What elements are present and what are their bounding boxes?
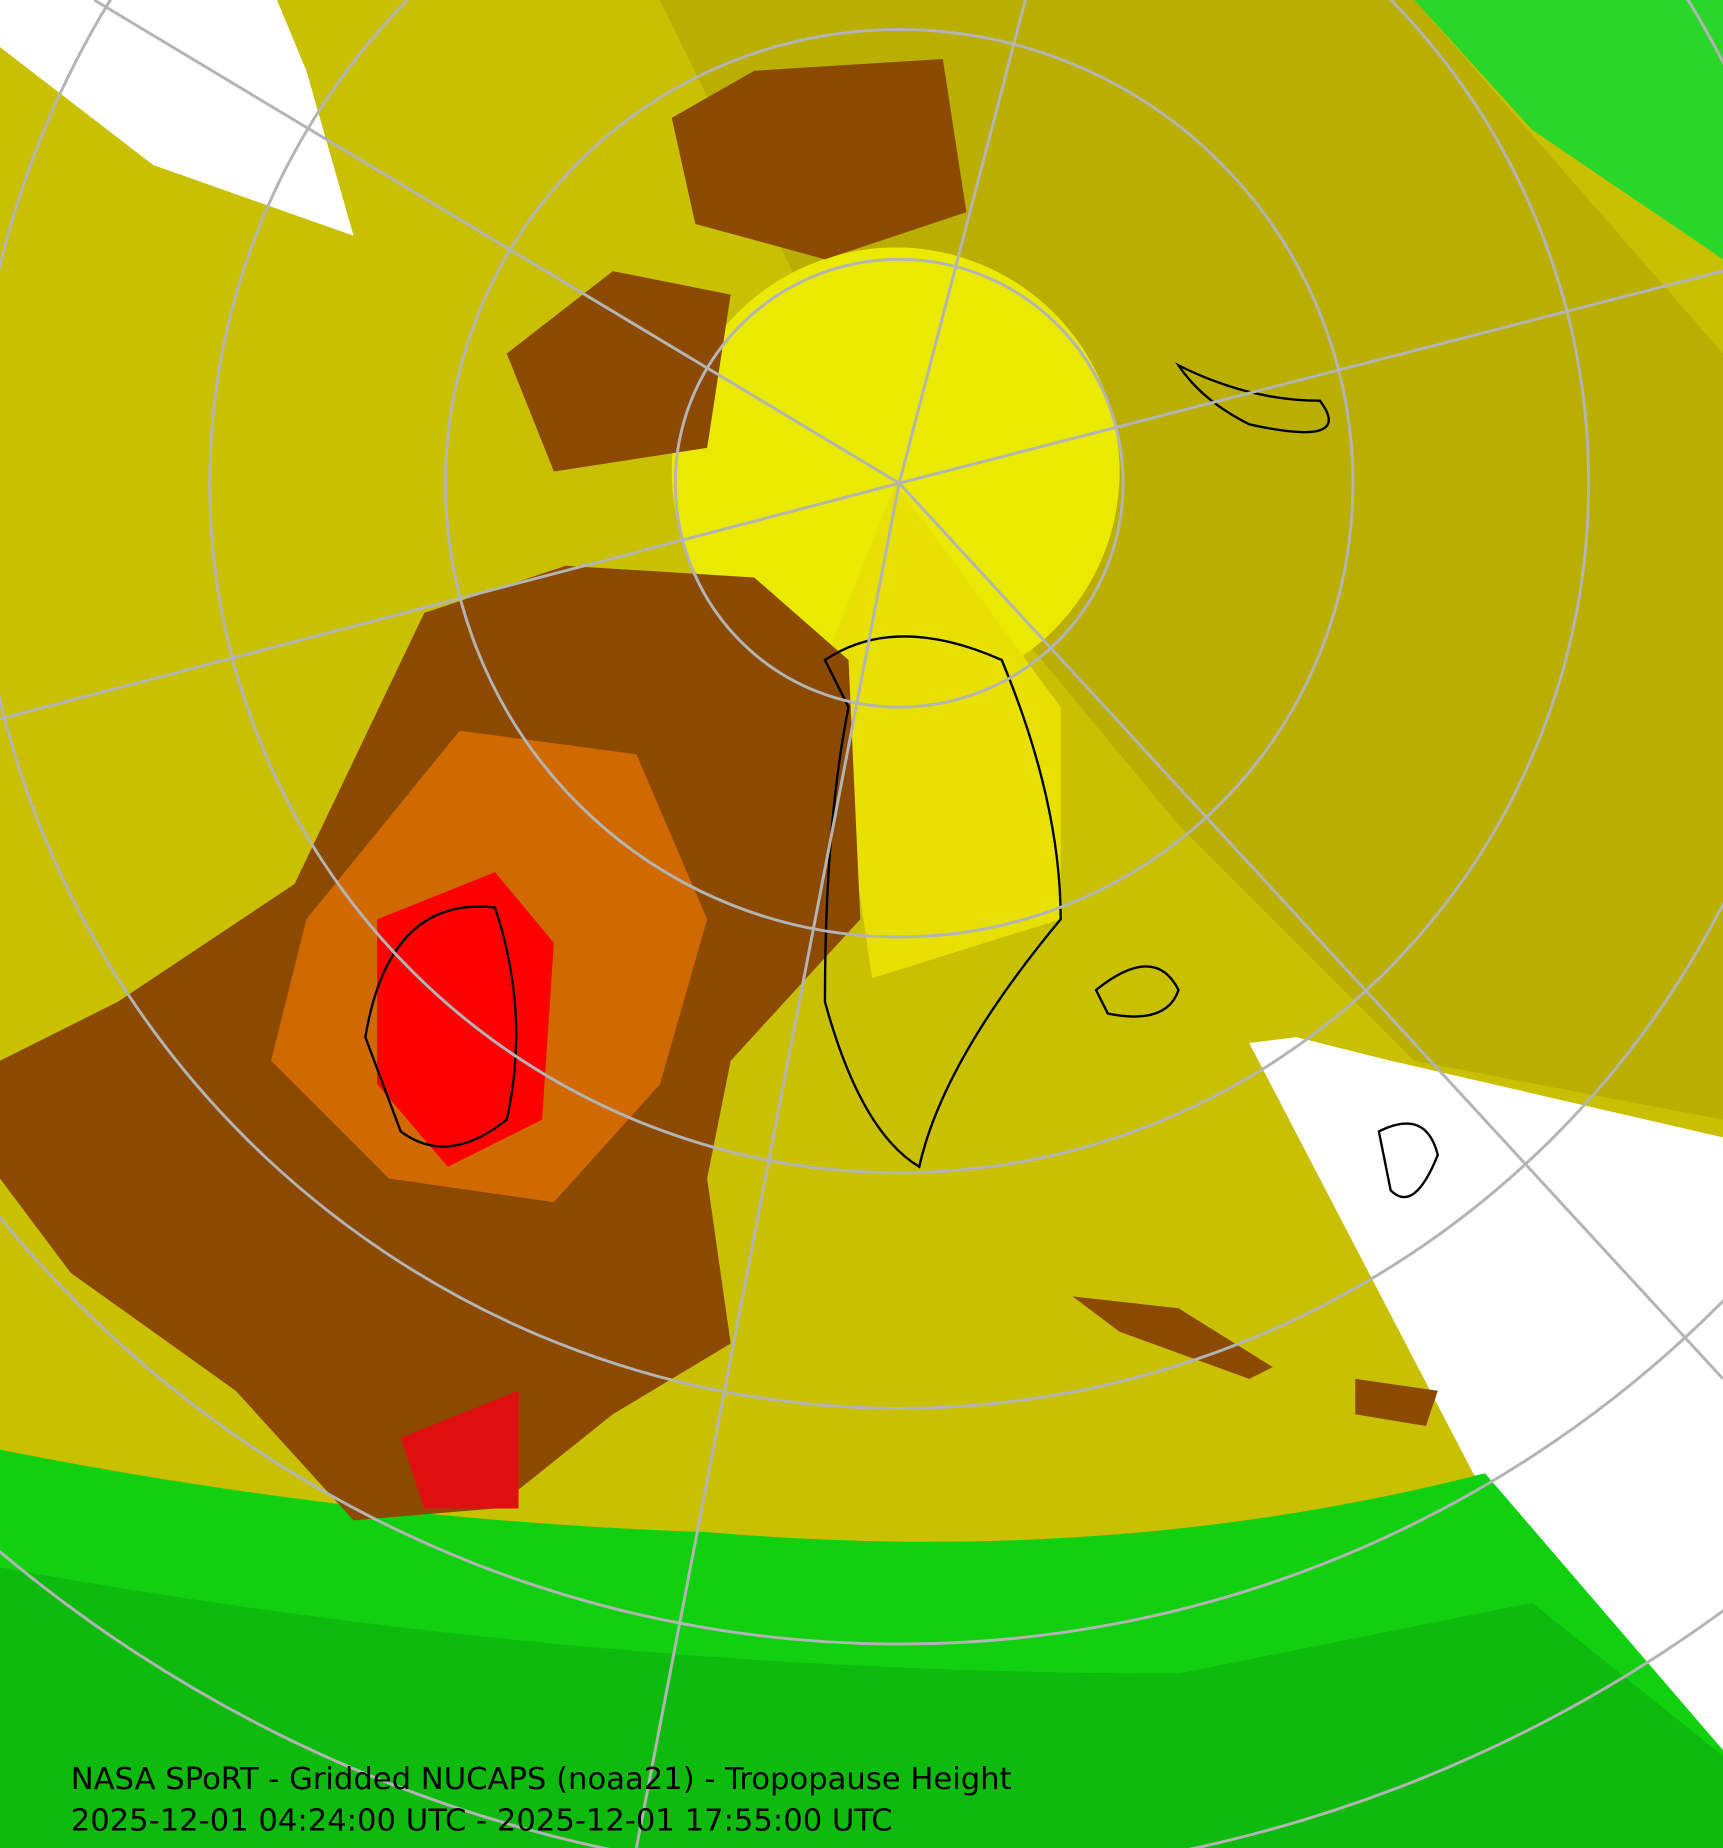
field-region <box>1414 0 1723 260</box>
field-region <box>1355 1378 1438 1427</box>
time-range: 2025-12-01 04:24:00 UTC - 2025-12-01 17:… <box>71 1803 893 1838</box>
field-region <box>671 247 1120 696</box>
no-data-area <box>0 0 354 236</box>
field-region <box>400 1390 519 1509</box>
field-region <box>506 271 731 472</box>
field-region <box>0 1567 1723 1848</box>
map-title: NASA SPoRT - Gridded NUCAPS (noaa21) - T… <box>71 1762 1012 1797</box>
field-region <box>1072 1296 1273 1379</box>
no-data-area <box>1249 1037 1723 1751</box>
field-region <box>824 483 1061 979</box>
field-region <box>671 58 967 260</box>
